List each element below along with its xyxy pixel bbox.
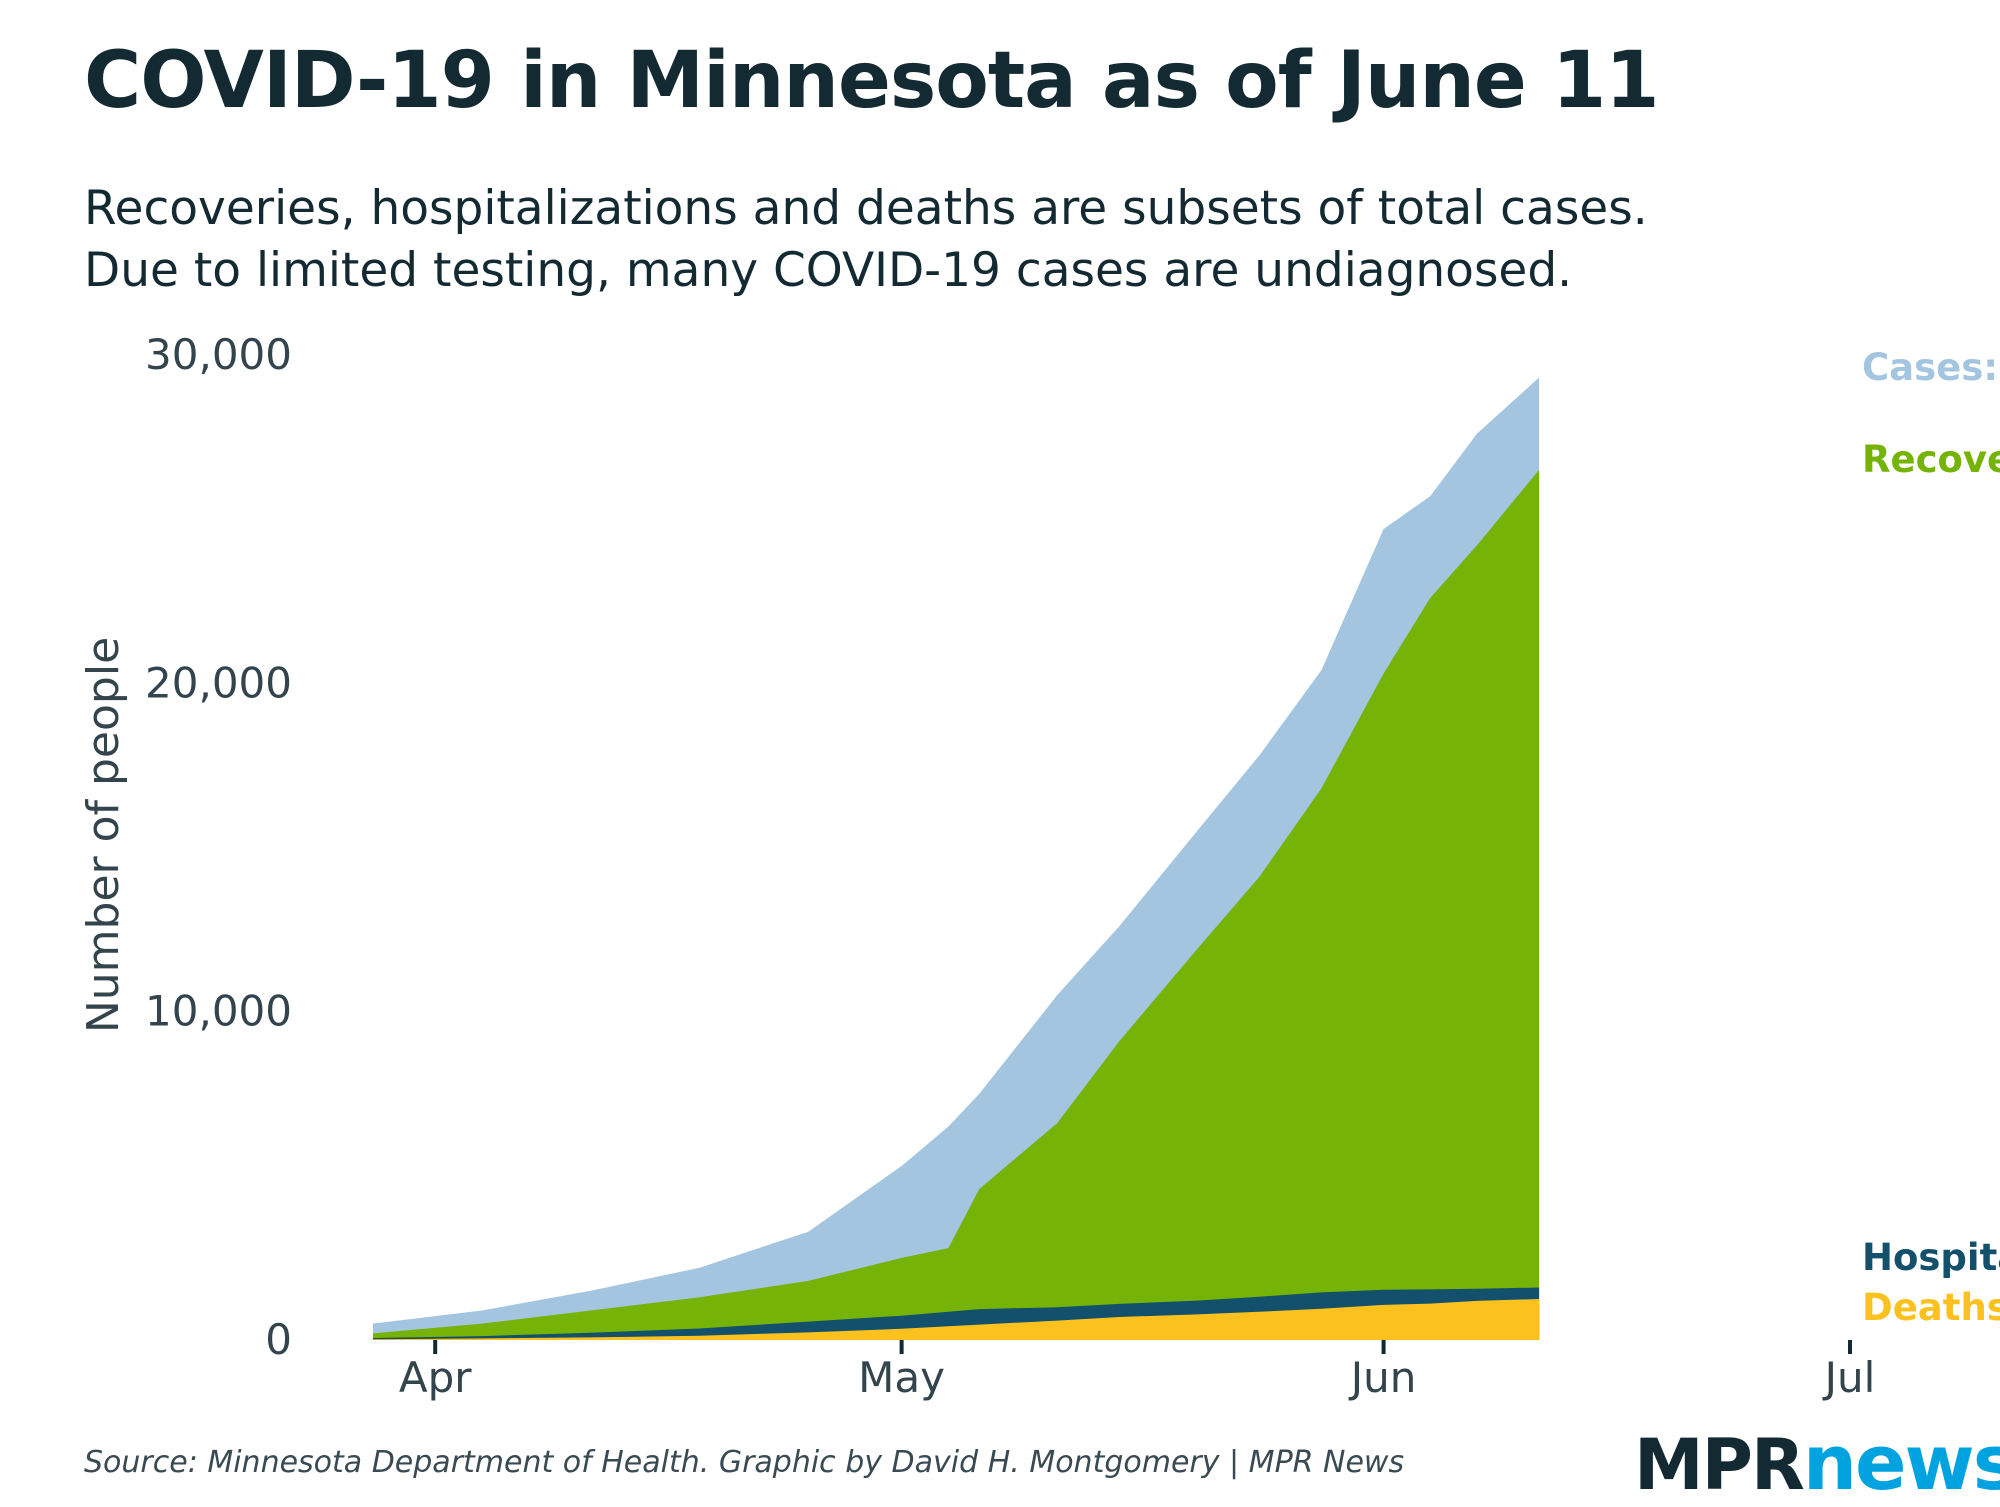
x-tick-label: May bbox=[858, 1353, 945, 1402]
source-note: Source: Minnesota Department of Health. … bbox=[84, 1445, 1405, 1480]
logo-mpr-text: MPR bbox=[1634, 1424, 1805, 1506]
x-tick-label: Jul bbox=[1822, 1353, 1876, 1402]
chart-title: COVID-19 in Minnesota as of June 11 bbox=[84, 36, 1660, 126]
x-tick-label: Jun bbox=[1348, 1353, 1417, 1402]
area-recovered bbox=[373, 469, 1540, 1340]
y-tick-label: 20,000 bbox=[145, 658, 292, 707]
series-label-cases: Cases: 29,316 bbox=[1862, 346, 2000, 389]
series-label-deaths: Deaths: 1,249 bbox=[1862, 1286, 2000, 1329]
y-tick-label: 0 bbox=[265, 1315, 292, 1364]
series-areas bbox=[373, 377, 1540, 1340]
y-axis-label: Number of people bbox=[78, 637, 129, 1033]
logo-news-text: news bbox=[1802, 1418, 2000, 1507]
mpr-news-logo: MPRnews bbox=[1634, 1425, 2000, 1501]
y-tick-label: 30,000 bbox=[145, 330, 292, 379]
series-labels: Cases: 29,316 Recovered: 24,870 Hospitaliz… bbox=[1862, 346, 2000, 1329]
series-label-recovered: Recovered: 24,870 bbox=[1862, 438, 2000, 481]
y-tick-label: 10,000 bbox=[145, 987, 292, 1036]
subtitle-line-1: Recoveries, hospitalizations and deaths … bbox=[84, 181, 1648, 236]
area-deaths bbox=[373, 1299, 1540, 1340]
x-tick-label: Apr bbox=[399, 1353, 472, 1402]
chart-subtitle: Recoveries, hospitalizations and deaths … bbox=[84, 178, 1648, 302]
y-axis: 0 10,000 20,000 30,000 bbox=[145, 330, 292, 1364]
series-label-hospitalized: Hospitalized: 411 bbox=[1862, 1236, 2000, 1279]
subtitle-line-2: Due to limited testing, many COVID-19 ca… bbox=[84, 243, 1573, 298]
x-axis: Apr May Jun Jul bbox=[399, 1340, 1875, 1402]
